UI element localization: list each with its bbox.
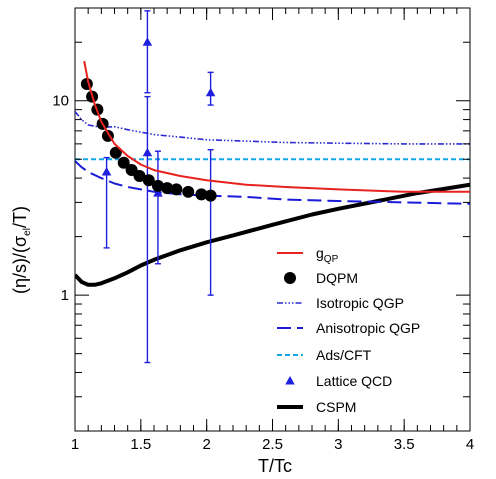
lattice-point xyxy=(205,87,216,97)
series-line-anisotropic xyxy=(75,160,470,205)
lattice-point xyxy=(101,166,112,176)
y-axis: 1 10 xyxy=(52,7,470,432)
dqpm-point xyxy=(142,174,155,187)
x-tick-label: 1 xyxy=(71,436,79,453)
dqpm-point xyxy=(117,156,130,169)
x-tick-label: 1.5 xyxy=(130,436,151,453)
plot-frame xyxy=(74,7,471,432)
legend-symbol-dqpm xyxy=(284,272,296,284)
dqpm-point xyxy=(133,170,146,183)
x-tick-label: 4 xyxy=(466,436,474,453)
dqpm-point xyxy=(195,188,208,201)
legend-label-gqp: gQP xyxy=(316,245,339,265)
dqpm-point xyxy=(182,185,195,198)
legend: gQP DQPM Isotropic QGP Anisotropic QGP Ads/C… xyxy=(277,245,420,415)
legend-label-anisotropic: Anisotropic QGP xyxy=(316,320,420,336)
y-tick-label: 10 xyxy=(52,93,69,110)
legend-symbol-lattice xyxy=(285,376,295,385)
dqpm-point xyxy=(109,146,122,159)
x-tick-label: 2.5 xyxy=(262,436,283,453)
lattice-point xyxy=(142,147,153,157)
y-tick-label: 1 xyxy=(61,287,69,304)
x-axis-title: T/Tc xyxy=(258,456,292,476)
lattice-point xyxy=(142,37,153,46)
x-tick-label: 2 xyxy=(202,436,210,453)
x-tick-label: 3 xyxy=(334,436,342,453)
legend-label-isotropic: Isotropic QGP xyxy=(316,295,404,311)
legend-label-adscft: Ads/CFT xyxy=(316,347,372,363)
dqpm-point xyxy=(151,179,164,192)
series-clip-group xyxy=(75,10,470,364)
legend-label-dqpm: DQPM xyxy=(316,270,358,286)
series-line-cspm xyxy=(75,182,470,287)
series-line-gqp xyxy=(83,60,470,193)
dqpm-point xyxy=(170,183,183,196)
series-line-isotropic xyxy=(75,110,470,145)
x-axis: 1 1.5 2 2.5 3 3.5 4 xyxy=(71,8,474,453)
dqpm-point xyxy=(204,189,217,202)
y-axis-title: (η/s)/(σel/T) xyxy=(10,206,33,294)
lattice-point xyxy=(153,188,163,197)
legend-label-cspm: CSPM xyxy=(316,399,356,415)
dqpm-point xyxy=(161,182,174,195)
legend-label-lattice: Lattice QCD xyxy=(316,373,392,389)
series-layer xyxy=(75,10,470,364)
x-tick-label: 3.5 xyxy=(394,436,415,453)
